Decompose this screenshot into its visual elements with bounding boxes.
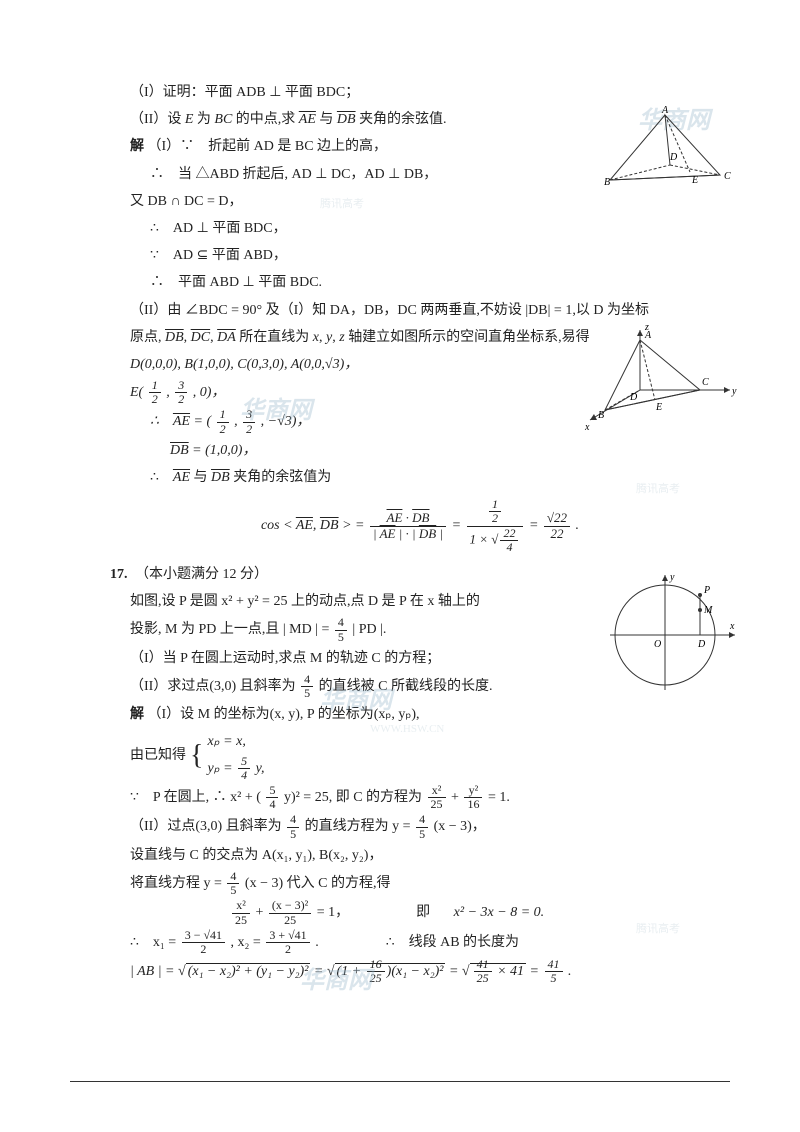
- svg-text:E: E: [691, 175, 698, 186]
- solution-label: 解: [130, 139, 144, 154]
- sol-line: （II）由 ∠BDC = 90° 及（I）知 DA，DB，DC 两两垂直,不妨设…: [110, 298, 730, 323]
- sol-line: 由已知得 { xₚ = x, yₚ = 54 y,: [110, 729, 730, 782]
- text: (1 + 1625)(x₁ − x₂)²: [335, 963, 446, 979]
- sol-line: 设直线与 C 的交点为 A(x₁, y₁), B(x₂, y₂)，: [110, 843, 730, 868]
- text: （I）∵ 折起前 AD 是 BC 边上的高，: [148, 139, 388, 154]
- text: = 1.: [488, 790, 510, 805]
- svg-text:C: C: [702, 377, 709, 388]
- text: .: [568, 964, 572, 979]
- text: 的直线方程为 y =: [305, 819, 414, 834]
- sol-line: ∴ x₁ = 3 − √412 , x₂ = 3 + √412 . ∴ 线段 A…: [110, 929, 730, 956]
- text: 的直线被 C 所截线段的长度.: [319, 679, 493, 694]
- svg-text:O: O: [654, 639, 661, 650]
- text: (x₁ − x₂)² + (y₁ − y₂)²: [186, 963, 311, 979]
- sol-line: ∵ AD ⊆ 平面 ABD，: [110, 243, 730, 268]
- text: cos < AE, DB > =: [261, 518, 368, 533]
- text: 将直线方程 y =: [130, 876, 225, 891]
- text: , x₂ =: [231, 935, 265, 950]
- svg-text:M: M: [703, 605, 713, 616]
- svg-text:D: D: [669, 152, 678, 163]
- text: x² − 3x − 8 = 0.: [454, 905, 544, 920]
- text: =: [529, 518, 542, 533]
- text: （I）设 M 的坐标为(x, y), P 的坐标为(xₚ, yₚ),: [148, 707, 420, 722]
- svg-text:y: y: [669, 572, 675, 583]
- text: y)² = 25, 即 C 的方程为: [284, 790, 426, 805]
- text: （II）过点(3,0) 且斜率为: [130, 819, 285, 834]
- text: (x − 3) 代入 C 的方程,得: [245, 876, 391, 891]
- text: ,: [234, 414, 241, 429]
- text: （II）设 E 为 BC 的中点,求 AE 与 DB 夹角的余弦值.: [130, 112, 447, 127]
- p17-sol: 解 （I）设 M 的坐标为(x, y), P 的坐标为(xₚ, yₚ),: [110, 702, 730, 727]
- points: （本小题满分 12 分）: [135, 567, 268, 582]
- document-page: 华商网 腾讯高考 华商网 腾讯高考 华商网 WWW.HSW.CN 华商网 腾讯高…: [0, 0, 800, 1132]
- text: 原点, DB, DC, DA 所在直线为 x, y, z 轴建立如图所示的空间直…: [130, 330, 590, 345]
- text: =: [452, 518, 465, 533]
- sol-line: ∴ AE 与 DB 夹角的余弦值为: [110, 465, 730, 490]
- text: ,: [166, 385, 173, 400]
- svg-text:P: P: [703, 585, 710, 596]
- text: = √: [314, 964, 335, 979]
- text: E(: [130, 385, 143, 400]
- svg-text:A: A: [661, 105, 669, 116]
- text: 投影, M 为 PD 上一点,且 | MD | =: [130, 622, 333, 637]
- text: 4125 × 41: [470, 963, 526, 979]
- page-bottom-rule: [70, 1081, 730, 1082]
- text: , −√3)，: [261, 414, 311, 429]
- text: 由已知得: [130, 743, 186, 768]
- text: (x − 3)，: [434, 819, 486, 834]
- sol-line: | AB | = √(x₁ − x₂)² + (y₁ − y₂)² = √(1 …: [110, 958, 730, 985]
- question-number: 17.: [110, 567, 128, 582]
- text: ∴ 线段 AB 的长度为: [386, 935, 519, 950]
- sol-line: x²25 + (x − 3)²25 = 1， 即 x² − 3x − 8 = 0…: [110, 899, 730, 926]
- text: | AB | = √: [130, 964, 186, 979]
- text: =: [530, 964, 543, 979]
- svg-text:y: y: [731, 386, 737, 397]
- text: = 1，: [317, 905, 349, 920]
- text: 即: [416, 905, 430, 920]
- sol-line: （II）过点(3,0) 且斜率为 45 的直线方程为 y = 45 (x − 3…: [110, 813, 730, 840]
- text: +: [451, 790, 462, 805]
- svg-text:B: B: [604, 177, 610, 188]
- svg-text:B: B: [598, 410, 604, 421]
- svg-text:x: x: [584, 422, 590, 433]
- svg-text:C: C: [724, 171, 731, 182]
- text: | PD |.: [352, 622, 386, 637]
- eq: xₚ = x,: [207, 734, 245, 749]
- sol-line: DB = (1,0,0)，: [110, 438, 730, 463]
- text: ∴ x₁ =: [130, 935, 180, 950]
- p16-part1: （I）证明：平面 ADB ⊥ 平面 BDC；: [110, 80, 730, 105]
- text: .: [576, 518, 580, 533]
- svg-text:x: x: [729, 621, 735, 632]
- svg-text:D: D: [629, 392, 638, 403]
- tetrahedron-diagram-1: A B C D E: [590, 105, 740, 205]
- text: , 0)，: [193, 385, 226, 400]
- circle-diagram: O P M D x y: [600, 565, 740, 695]
- eq: yₚ = 54 y,: [207, 761, 264, 776]
- svg-text:D: D: [697, 639, 706, 650]
- text: = √: [449, 964, 470, 979]
- svg-text:z: z: [644, 322, 649, 333]
- text: .: [315, 935, 319, 950]
- sol-line: ∴ AD ⊥ 平面 BDC，: [110, 216, 730, 241]
- text: +: [256, 905, 267, 920]
- cos-formula: cos < AE, DB > = AE · DB | AE | · | DB |…: [110, 498, 730, 554]
- sol-line: ∴ 平面 ABD ⊥ 平面 BDC.: [110, 270, 730, 295]
- sol-line: 将直线方程 y = 45 (x − 3) 代入 C 的方程,得: [110, 870, 730, 897]
- text: （II）求过点(3,0) 且斜率为: [130, 679, 299, 694]
- text: ∵ P 在圆上, ∴ x² + (: [130, 790, 261, 805]
- sol-line: ∵ P 在圆上, ∴ x² + ( 54 y)² = 25, 即 C 的方程为 …: [110, 784, 730, 811]
- text: ∴ AE = (: [150, 414, 211, 429]
- svg-text:E: E: [655, 402, 662, 413]
- solution-label: 解: [130, 707, 144, 722]
- tetrahedron-diagram-2: A B C D E x y z: [560, 320, 740, 440]
